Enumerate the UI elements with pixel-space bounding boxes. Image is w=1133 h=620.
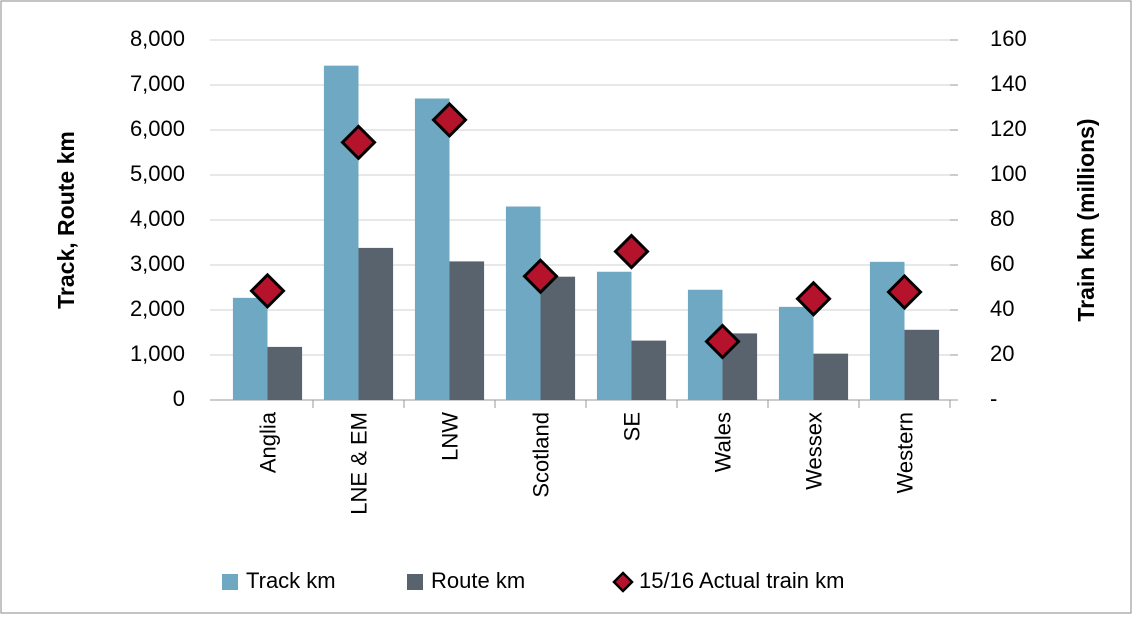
marker: [522, 258, 559, 295]
legend-swatch: [612, 571, 634, 593]
y2-tick-label: 80: [990, 206, 1014, 231]
y2-tick-label: 120: [990, 116, 1027, 141]
x-tick-label: SE: [619, 412, 644, 441]
x-tick-label: Wales: [710, 412, 735, 472]
bar: [323, 65, 359, 401]
y-tick-label: 7,000: [130, 71, 185, 96]
y2-tick-label: 100: [990, 161, 1027, 186]
x-tick-label: Western: [892, 412, 917, 494]
marker: [249, 272, 286, 309]
y2-tick-label: 60: [990, 251, 1014, 276]
y-tick-label: 8,000: [130, 26, 185, 51]
y2-tick-label: 20: [990, 341, 1014, 366]
y-tick-label: 2,000: [130, 296, 185, 321]
bar: [449, 261, 485, 400]
legend-label: 15/16 Actual train km: [639, 568, 844, 593]
x-tick-label: Scotland: [528, 412, 553, 498]
bar: [358, 247, 394, 400]
x-tick-label: Wessex: [801, 412, 826, 490]
x-tick-label: LNW: [437, 412, 462, 461]
y2-tick-label: 160: [990, 26, 1027, 51]
y-tick-label: 4,000: [130, 206, 185, 231]
marker: [704, 323, 741, 360]
y2-tick-label: -: [990, 386, 997, 411]
bar: [904, 329, 940, 400]
x-tick-label: LNE & EM: [346, 412, 371, 515]
y-tick-label: 5,000: [130, 161, 185, 186]
legend-label: Route km: [431, 568, 525, 593]
legend-swatch: [407, 574, 423, 590]
y-tick-label: 6,000: [130, 116, 185, 141]
marker: [613, 233, 650, 270]
legend-label: Track km: [246, 568, 336, 593]
x-tick-label: Anglia: [255, 411, 280, 473]
y-tick-label: 1,000: [130, 341, 185, 366]
y2-tick-label: 140: [990, 71, 1027, 96]
bar: [631, 340, 667, 400]
y2-axis-title: Train km (millions): [1073, 118, 1099, 321]
bar: [505, 206, 541, 400]
marker: [340, 124, 377, 161]
bar: [778, 306, 814, 400]
y-axis-title: Track, Route km: [53, 131, 79, 309]
bar: [414, 98, 450, 400]
bar: [267, 346, 303, 400]
bar: [540, 276, 576, 400]
y2-tick-label: 40: [990, 296, 1014, 321]
legend-swatch: [222, 574, 238, 590]
y-tick-label: 3,000: [130, 251, 185, 276]
bar: [813, 353, 849, 400]
bar: [596, 271, 632, 400]
y-tick-label: 0: [173, 386, 185, 411]
bar: [232, 297, 268, 400]
marker: [886, 273, 923, 311]
marker: [795, 280, 832, 317]
marker: [431, 101, 468, 138]
